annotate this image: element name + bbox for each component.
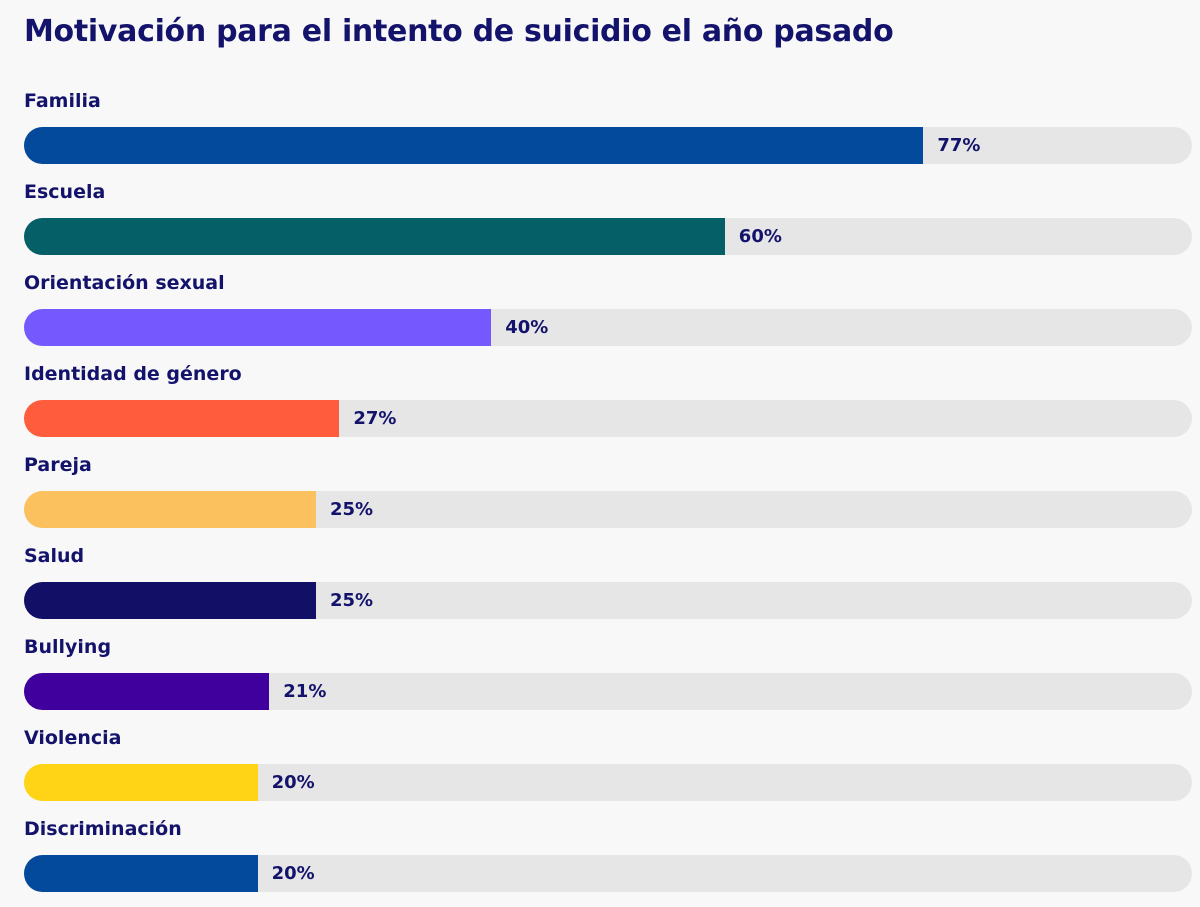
chart-title: Motivación para el intento de suicidio e… (24, 14, 894, 49)
bar-track: 60% (24, 218, 1192, 255)
bar-row: Salud 25% (24, 543, 1192, 634)
value-label: 25% (330, 499, 374, 520)
category-label: Salud (24, 545, 85, 567)
bar-row: Identidad de género 27% (24, 361, 1192, 452)
bar-row: Violencia 20% (24, 725, 1192, 816)
bar (24, 400, 340, 437)
bar-track: 21% (24, 673, 1192, 710)
bar-track: 20% (24, 855, 1192, 892)
bar-chart: Familia 77% Escuela 60% Orientación sexual 40… (24, 88, 1192, 907)
bar-track: 77% (24, 127, 1192, 164)
category-label: Identidad de género (24, 363, 242, 385)
bar-track: 27% (24, 400, 1192, 437)
bar-row: Escuela 60% (24, 179, 1192, 270)
category-label: Escuela (24, 181, 106, 203)
value-label: 21% (283, 681, 327, 702)
bar-row: Pareja 25% (24, 452, 1192, 543)
bar-track: 25% (24, 491, 1192, 528)
value-label: 40% (505, 317, 549, 338)
bar (24, 491, 316, 528)
category-label: Orientación sexual (24, 272, 225, 294)
bar-track: 20% (24, 764, 1192, 801)
bar (24, 673, 270, 710)
value-label: 77% (937, 135, 981, 156)
category-label: Familia (24, 90, 101, 112)
bar (24, 309, 492, 346)
bar (24, 127, 924, 164)
category-label: Bullying (24, 636, 112, 658)
category-label: Pareja (24, 454, 92, 476)
value-label: 60% (738, 226, 782, 247)
bar-track: 40% (24, 309, 1192, 346)
category-label: Discriminación (24, 818, 182, 840)
bar-track: 25% (24, 582, 1192, 619)
bar-row: Orientación sexual 40% (24, 270, 1192, 361)
bar-row: Discriminación 20% (24, 816, 1192, 907)
bar (24, 582, 316, 619)
value-label: 25% (330, 590, 374, 611)
bar (24, 855, 258, 892)
category-label: Violencia (24, 727, 122, 749)
bar-row: Bullying 21% (24, 634, 1192, 725)
bar-row: Familia 77% (24, 88, 1192, 179)
bar (24, 218, 725, 255)
bar (24, 764, 258, 801)
value-label: 20% (271, 863, 315, 884)
value-label: 20% (271, 772, 315, 793)
value-label: 27% (353, 408, 397, 429)
